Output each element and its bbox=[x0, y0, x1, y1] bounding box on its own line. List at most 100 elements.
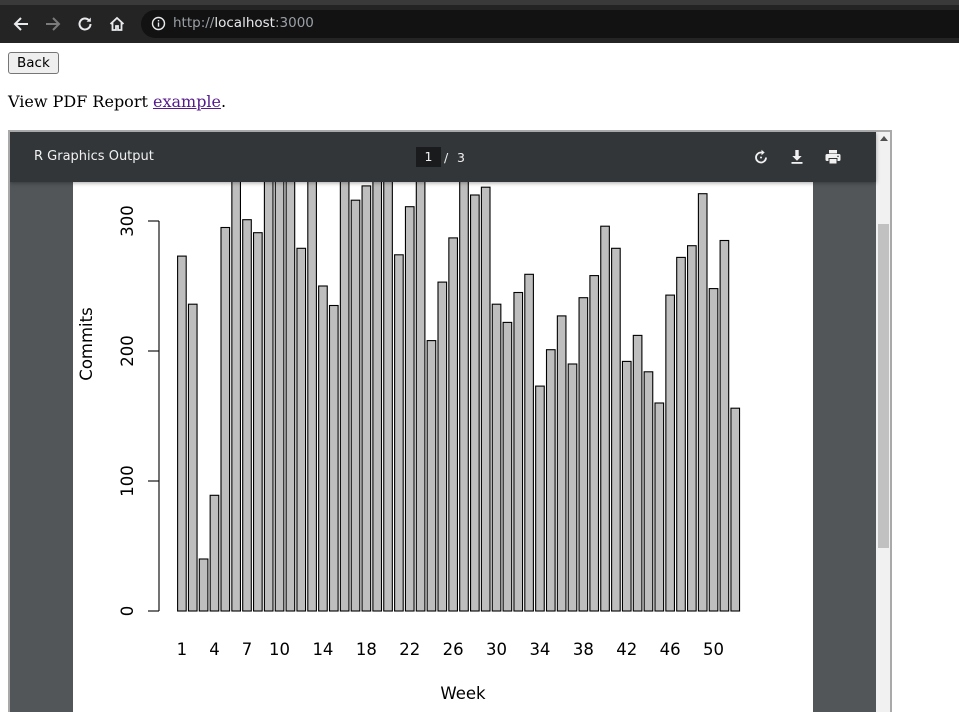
print-icon[interactable] bbox=[823, 147, 843, 167]
bar-week-32 bbox=[513, 291, 524, 612]
home-icon[interactable] bbox=[105, 12, 129, 36]
x-tick-label-30: 30 bbox=[486, 640, 507, 659]
x-tick-label-34: 34 bbox=[529, 640, 550, 659]
bar-week-29 bbox=[480, 186, 491, 612]
bar-week-30 bbox=[491, 303, 502, 612]
forward-arrow-icon[interactable] bbox=[41, 12, 65, 36]
bar-week-36 bbox=[556, 315, 567, 612]
y-axis-label: Commits bbox=[77, 307, 96, 380]
x-tick-label-7: 7 bbox=[242, 640, 253, 659]
browser-toolbar: http://localhost:3000 bbox=[0, 0, 959, 43]
address-bar[interactable]: http://localhost:3000 bbox=[141, 10, 959, 38]
rotate-icon[interactable] bbox=[751, 147, 771, 167]
bar-week-52 bbox=[730, 407, 741, 612]
pdf-toolbar: R Graphics Output 1 / 3 bbox=[10, 132, 876, 182]
bar-week-1 bbox=[177, 255, 187, 612]
x-tick-label-50: 50 bbox=[703, 640, 724, 659]
bar-week-7 bbox=[242, 219, 252, 612]
x-tick-label-42: 42 bbox=[616, 640, 637, 659]
bar-week-47 bbox=[676, 256, 686, 612]
x-axis-label: Week bbox=[440, 684, 486, 703]
example-link[interactable]: example bbox=[152, 92, 222, 111]
bar-week-16 bbox=[339, 176, 350, 612]
x-tick-label-10: 10 bbox=[269, 640, 290, 659]
bar-week-9 bbox=[263, 176, 274, 612]
x-tick-label-18: 18 bbox=[356, 640, 377, 659]
x-tick-label-22: 22 bbox=[399, 640, 420, 659]
bar-week-15 bbox=[328, 304, 339, 612]
bar-week-26 bbox=[448, 237, 459, 612]
bar-week-18 bbox=[361, 185, 372, 612]
bar-week-44 bbox=[643, 371, 654, 612]
bar-week-50 bbox=[708, 288, 719, 612]
x-tick-label-46: 46 bbox=[660, 640, 681, 659]
y-axis: 0 100 200 300 bbox=[118, 205, 160, 617]
intro-paragraph: View PDF Report example. bbox=[8, 92, 226, 111]
pdf-page: 0 100 200 300 1 4 7 10 14 18 22 26 30 34 38 42 46 50 Com… bbox=[73, 176, 813, 712]
url-text[interactable]: http://localhost:3000 bbox=[173, 15, 314, 31]
bar-week-25 bbox=[437, 281, 448, 612]
scrollbar[interactable] bbox=[876, 132, 890, 712]
bar-week-22 bbox=[404, 206, 415, 612]
bar-week-21 bbox=[394, 254, 404, 612]
bar-week-46 bbox=[665, 294, 675, 612]
bar-week-37 bbox=[567, 363, 578, 612]
bar-week-10 bbox=[274, 176, 285, 612]
scroll-thumb[interactable] bbox=[878, 224, 889, 548]
bar-week-41 bbox=[611, 247, 621, 612]
bar-week-48 bbox=[686, 245, 697, 612]
scroll-up-arrow-icon[interactable] bbox=[880, 136, 888, 141]
x-tick-label-38: 38 bbox=[573, 640, 594, 659]
y-tick-label-200: 200 bbox=[118, 335, 137, 367]
bar-week-40 bbox=[600, 225, 610, 612]
x-tick-label-14: 14 bbox=[312, 640, 333, 659]
back-button[interactable]: Back bbox=[8, 52, 59, 74]
page-separator: / bbox=[444, 150, 449, 165]
bar-week-17 bbox=[350, 199, 361, 612]
x-tick-label-1: 1 bbox=[177, 640, 188, 659]
bar-week-34 bbox=[535, 385, 545, 612]
bar-week-27 bbox=[459, 176, 469, 612]
reload-icon[interactable] bbox=[73, 12, 97, 36]
bar-week-3 bbox=[198, 558, 209, 612]
back-arrow-icon[interactable] bbox=[9, 12, 33, 36]
bar-week-42 bbox=[621, 360, 632, 612]
bar-week-35 bbox=[545, 349, 556, 612]
bar-week-39 bbox=[589, 275, 600, 612]
y-tick-label-0: 0 bbox=[118, 606, 137, 617]
bar-week-4 bbox=[209, 494, 220, 612]
y-tick-label-100: 100 bbox=[118, 465, 137, 497]
bar-week-13 bbox=[307, 176, 317, 612]
bar-week-51 bbox=[719, 239, 730, 612]
x-tick-labels: 1 4 7 10 14 18 22 26 30 34 38 42 46 50 bbox=[177, 640, 724, 659]
bar-week-45 bbox=[654, 402, 665, 612]
url-port: :3000 bbox=[274, 15, 314, 31]
x-tick-label-4: 4 bbox=[209, 640, 220, 659]
bar-week-11 bbox=[285, 176, 296, 612]
pdf-viewer: R Graphics Output 1 / 3 bbox=[8, 130, 892, 712]
bar-week-5 bbox=[220, 226, 231, 612]
bar-week-8 bbox=[253, 232, 263, 612]
bar-week-24 bbox=[426, 340, 437, 612]
bar-week-12 bbox=[296, 247, 307, 612]
pdf-title: R Graphics Output bbox=[34, 149, 154, 164]
bar-week-6 bbox=[231, 176, 242, 612]
current-page-input[interactable]: 1 bbox=[416, 147, 441, 167]
intro-end: . bbox=[221, 92, 227, 111]
bar-week-33 bbox=[524, 273, 534, 612]
intro-text: View PDF Report bbox=[8, 92, 153, 111]
info-icon[interactable] bbox=[151, 16, 166, 31]
x-tick-label-26: 26 bbox=[443, 640, 464, 659]
total-pages: 3 bbox=[457, 150, 465, 165]
bar-week-14 bbox=[318, 285, 328, 612]
bar-week-19 bbox=[372, 176, 383, 612]
bar-week-20 bbox=[383, 176, 393, 612]
bars bbox=[177, 176, 741, 612]
bar-week-28 bbox=[469, 194, 480, 612]
download-icon[interactable] bbox=[787, 147, 807, 167]
bar-week-49 bbox=[697, 193, 708, 612]
bar-week-2 bbox=[187, 303, 198, 612]
bar-week-43 bbox=[632, 334, 643, 612]
y-tick-label-300: 300 bbox=[118, 205, 137, 237]
